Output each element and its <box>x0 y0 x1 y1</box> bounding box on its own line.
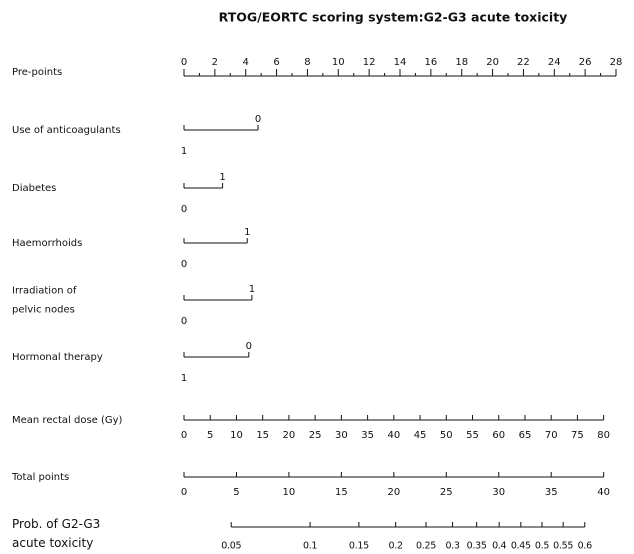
tick-label: 0.45 <box>511 541 531 552</box>
tick-label: 30 <box>335 430 348 441</box>
tick-label: 10 <box>332 57 345 68</box>
tick-label: 2 <box>212 57 218 68</box>
tick-label: 65 <box>519 430 532 441</box>
level-label: 0 <box>246 341 252 352</box>
tick-label: 8 <box>304 57 310 68</box>
row-label: Diabetes <box>12 183 56 194</box>
level-label: 0 <box>255 114 261 125</box>
level-label: 1 <box>181 146 187 157</box>
tick-label: 80 <box>597 430 610 441</box>
level-label: 0 <box>181 259 187 270</box>
row-label: Irradiation of <box>12 286 77 297</box>
tick-label: 4 <box>243 57 249 68</box>
tick-label: 70 <box>545 430 558 441</box>
tick-label: 40 <box>387 430 400 441</box>
tick-label: 50 <box>440 430 453 441</box>
tick-label: 55 <box>466 430 479 441</box>
tick-label: 0.4 <box>492 541 506 552</box>
row-label: Hormonal therapy <box>12 352 103 363</box>
tick-label: 15 <box>335 487 348 498</box>
row-label: Mean rectal dose (Gy) <box>12 415 123 426</box>
row-label: Haemorrhoids <box>12 238 82 249</box>
tick-label: 35 <box>361 430 374 441</box>
tick-label: 0 <box>181 487 187 498</box>
tick-label: 35 <box>545 487 558 498</box>
tick-label: 0.35 <box>467 541 487 552</box>
tick-label: 0.3 <box>445 541 459 552</box>
tick-label: 10 <box>230 430 243 441</box>
tick-label: 20 <box>486 57 499 68</box>
level-label: 1 <box>181 373 187 384</box>
tick-label: 28 <box>610 57 623 68</box>
level-label: 1 <box>244 227 250 238</box>
tick-label: 0.2 <box>389 541 403 552</box>
tick-label: 10 <box>283 487 296 498</box>
tick-label: 24 <box>548 57 561 68</box>
tick-label: 5 <box>233 487 239 498</box>
tick-label: 0.15 <box>349 541 369 552</box>
row-label: Pre-points <box>12 67 62 78</box>
tick-label: 18 <box>455 57 468 68</box>
level-label: 0 <box>181 316 187 327</box>
row-label: Prob. of G2-G3 <box>12 517 100 531</box>
tick-label: 0.05 <box>221 541 241 552</box>
tick-label: 14 <box>394 57 407 68</box>
tick-label: 0 <box>181 57 187 68</box>
tick-label: 0.1 <box>303 541 317 552</box>
tick-label: 20 <box>387 487 400 498</box>
row-label: Use of anticoagulants <box>12 125 121 136</box>
tick-label: 12 <box>363 57 376 68</box>
tick-label: 0.55 <box>553 541 573 552</box>
level-label: 0 <box>181 204 187 215</box>
tick-label: 25 <box>309 430 322 441</box>
tick-label: 5 <box>207 430 213 441</box>
tick-label: 16 <box>424 57 437 68</box>
tick-label: 0.25 <box>416 541 436 552</box>
row-label: Total points <box>11 472 69 483</box>
tick-label: 60 <box>492 430 505 441</box>
row-label: pelvic nodes <box>12 305 75 316</box>
tick-label: 45 <box>414 430 427 441</box>
tick-label: 15 <box>256 430 269 441</box>
tick-label: 40 <box>597 487 610 498</box>
tick-label: 25 <box>440 487 453 498</box>
tick-label: 75 <box>571 430 584 441</box>
tick-label: 0 <box>181 430 187 441</box>
tick-label: 20 <box>283 430 296 441</box>
chart-title: RTOG/EORTC scoring system:G2-G3 acute to… <box>219 10 568 25</box>
row-label: acute toxicity <box>12 536 93 550</box>
tick-label: 0.6 <box>578 541 592 552</box>
level-label: 1 <box>249 284 255 295</box>
tick-label: 30 <box>492 487 505 498</box>
tick-label: 26 <box>579 57 592 68</box>
tick-label: 22 <box>517 57 530 68</box>
level-label: 1 <box>219 172 225 183</box>
tick-label: 0.5 <box>535 541 549 552</box>
tick-label: 6 <box>273 57 279 68</box>
